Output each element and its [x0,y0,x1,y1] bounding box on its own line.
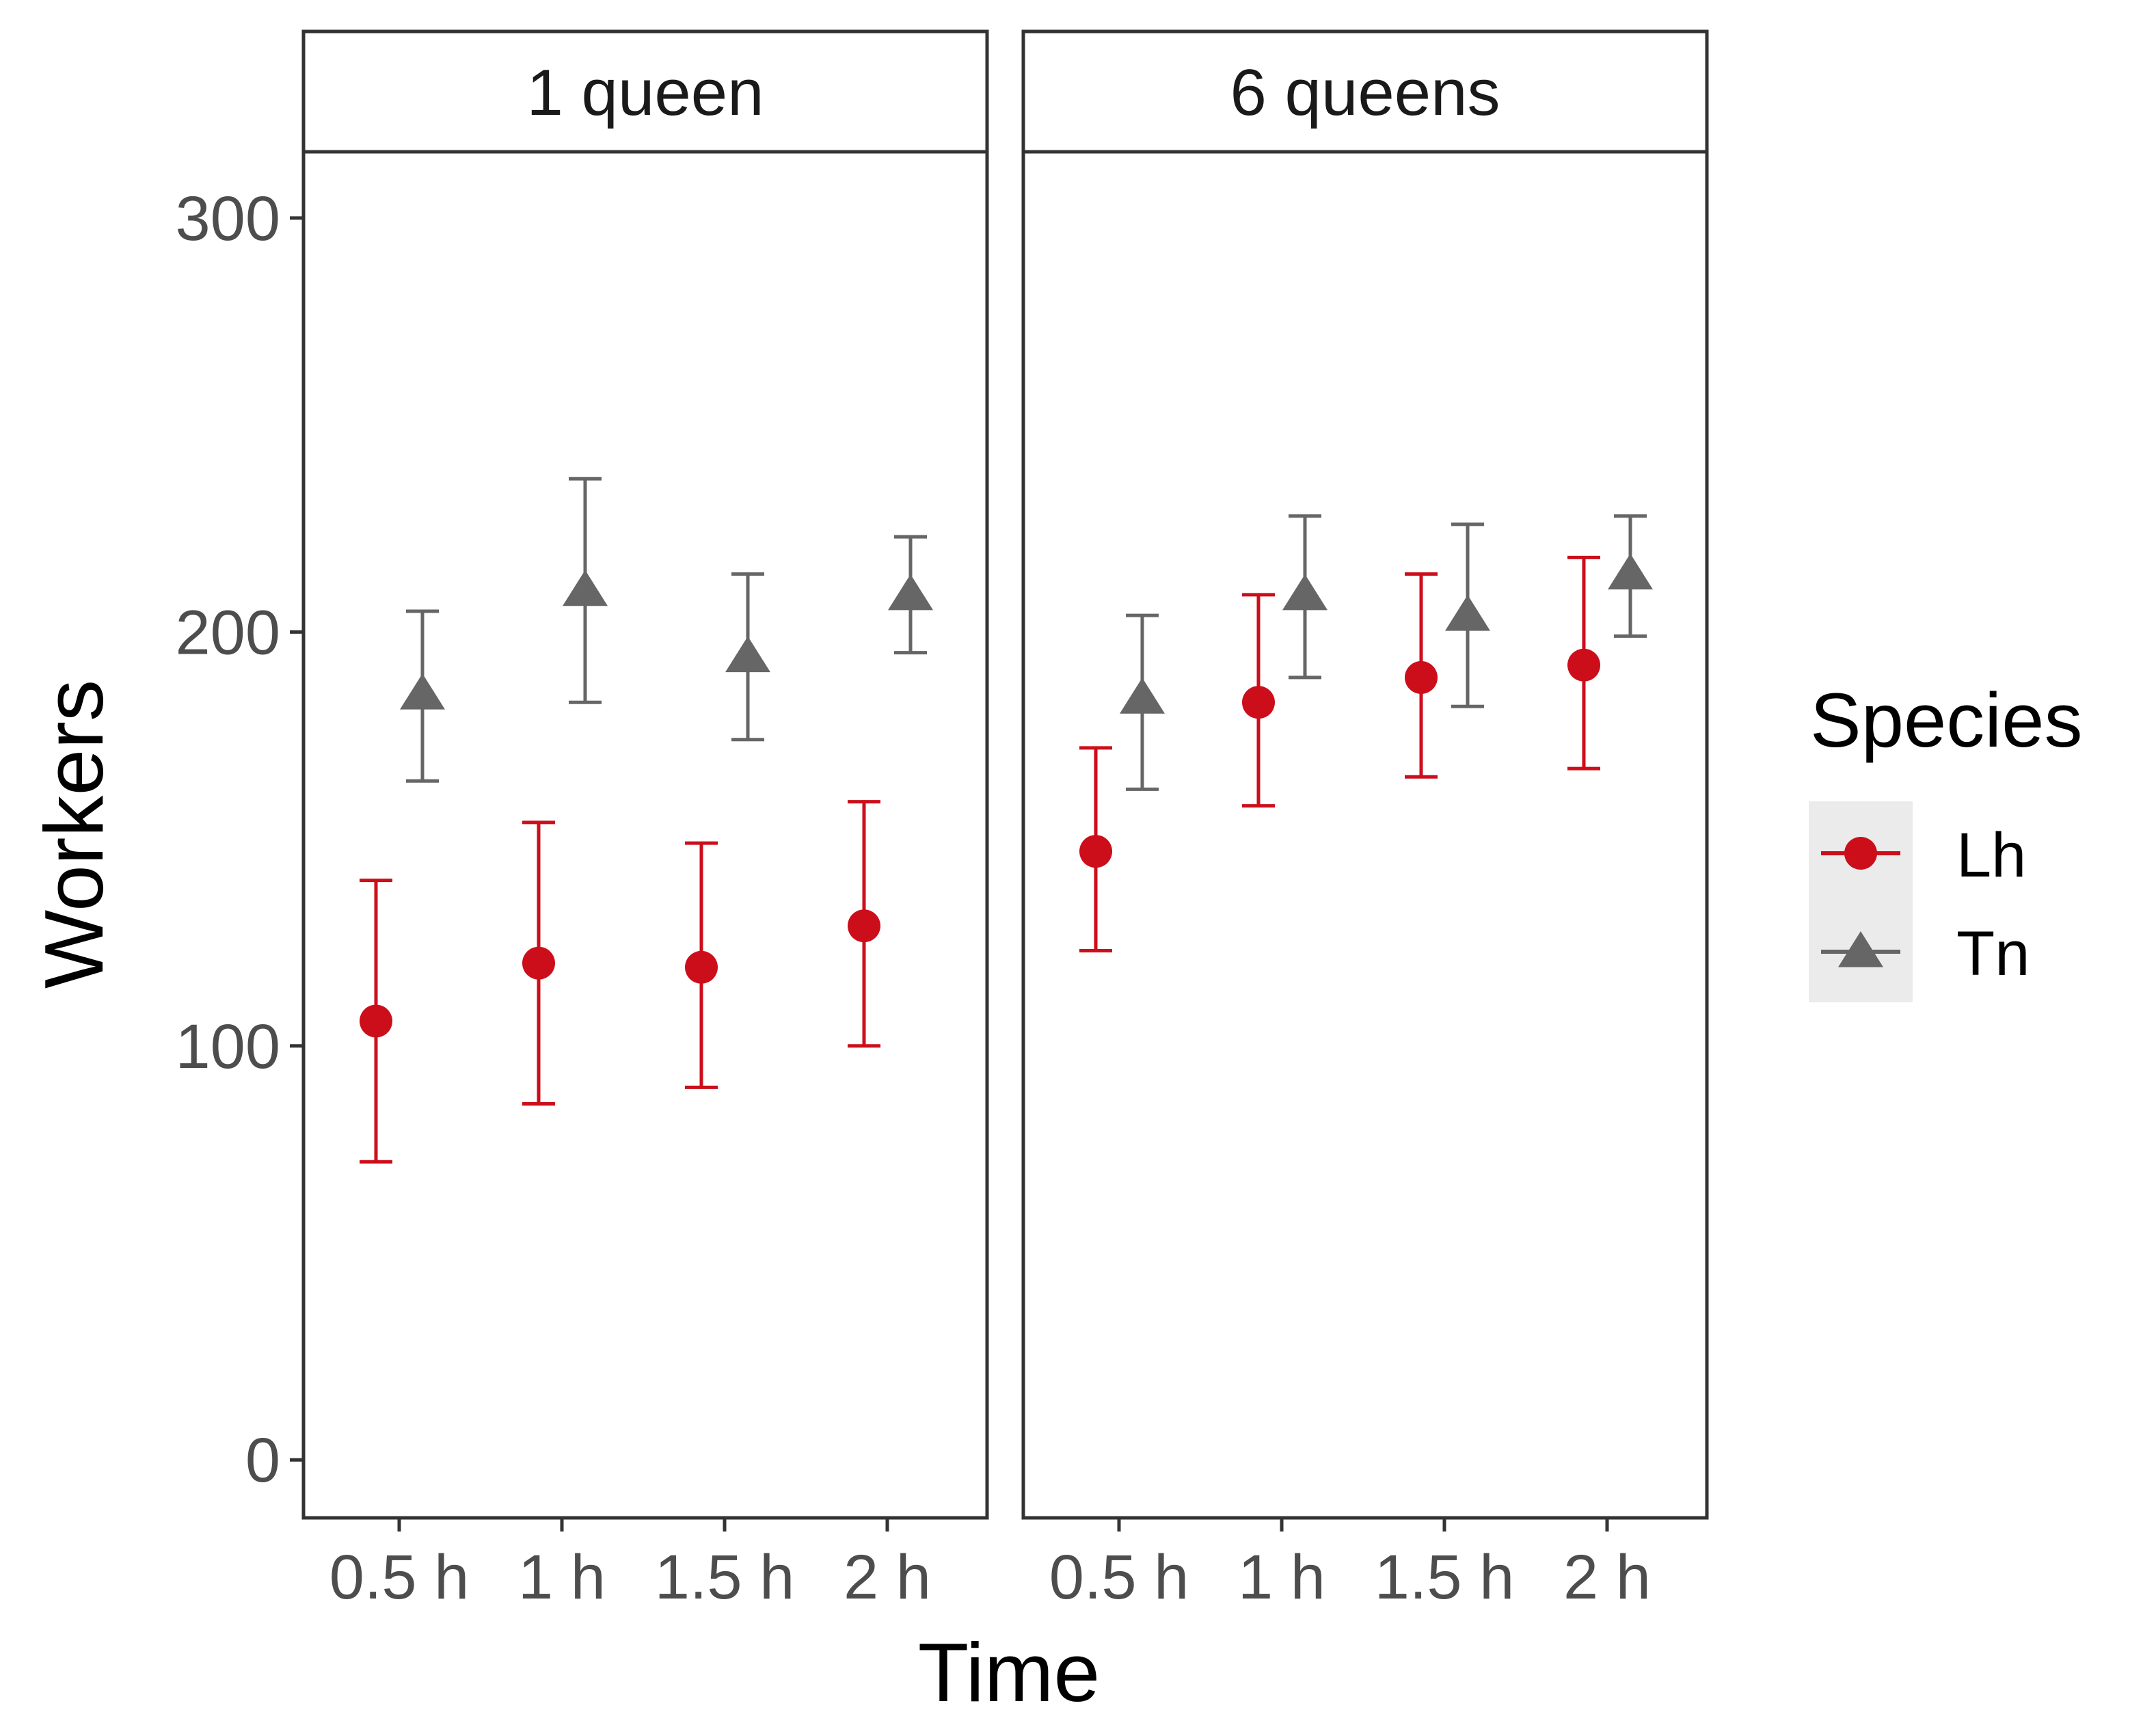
data-point [685,950,718,984]
facet-panel: 6 queens 0.5 h 1 h 1.5 h 2 h [1021,29,1709,1612]
data-point [563,570,608,606]
x-tick-label: 1 h [518,1542,606,1612]
y-axis: 0 100 200 300 [176,152,306,1518]
data-point [1242,686,1275,719]
legend-label: Tn [1956,919,2030,989]
data-point [888,574,933,611]
facet-panel: 1 queen 0.5 h 1 h 1.5 h 2 h [301,29,989,1612]
x-tick-label: 1 h [1238,1542,1325,1612]
x-tick-label: 2 h [844,1542,931,1612]
data-point [360,1004,392,1038]
data-point [1120,678,1165,714]
y-tick-label: 0 [245,1426,280,1495]
data-point [725,636,770,673]
legend-item-lh: Lh [1821,820,2026,890]
y-axis-title: Workers [27,680,120,989]
data-point [1567,648,1600,682]
data-point [1405,660,1438,694]
legend-label: Lh [1956,820,2026,890]
legend-item-tn: Tn [1821,919,2030,989]
legend-title: Species [1810,678,2082,763]
facet-strip-label: 1 queen [526,56,764,129]
data-point [1608,553,1653,590]
y-tick-label: 300 [176,184,281,254]
series-tn [400,477,933,783]
legend: Species Lh Tn [1809,678,2082,1002]
facet-strip [301,29,989,154]
y-tick-label: 100 [176,1012,281,1082]
data-point [522,946,555,980]
data-point [1282,574,1328,611]
x-tick-label: 0.5 h [329,1542,470,1612]
y-tick-label: 200 [176,598,281,667]
panel-border [301,150,989,1520]
panel-border [1021,150,1709,1520]
x-tick-label: 2 h [1563,1542,1651,1612]
legend-key-marker [1838,931,1883,967]
data-point [848,909,880,943]
facet-strip-label: 6 queens [1230,56,1500,129]
data-point [1445,595,1490,631]
legend-key-background [1809,801,1913,1002]
series-tn [1120,514,1653,791]
x-axis-title: Time [918,1626,1101,1719]
data-point [1079,835,1112,868]
x-tick-label: 1.5 h [1375,1542,1515,1612]
x-tick-label: 1.5 h [655,1542,795,1612]
x-tick-label: 0.5 h [1049,1542,1189,1612]
legend-key-marker [1844,837,1877,870]
series-lh [360,800,880,1164]
series-lh [1079,555,1600,953]
data-point [400,673,445,710]
